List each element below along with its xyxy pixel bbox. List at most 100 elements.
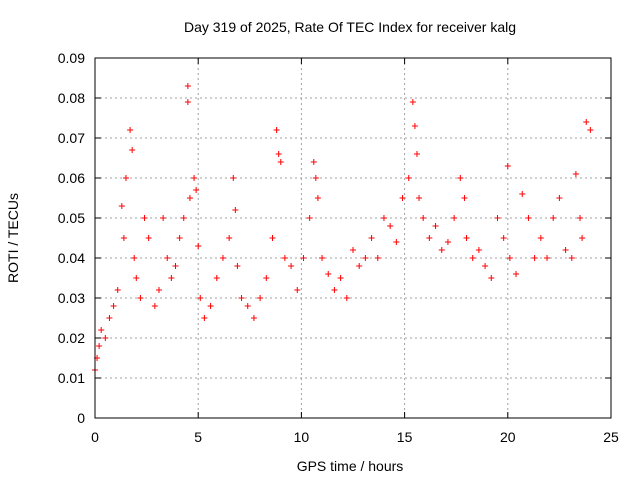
grid-lines (95, 58, 611, 418)
data-point (131, 255, 138, 261)
data-point (374, 255, 381, 261)
data-point (556, 195, 563, 201)
data-point (122, 175, 129, 181)
data-point (380, 215, 387, 221)
data-point (98, 327, 105, 333)
data-point (164, 255, 171, 261)
data-point (562, 247, 569, 253)
data-point (312, 175, 319, 181)
data-point (463, 235, 470, 241)
data-point (550, 215, 557, 221)
data-point (577, 215, 584, 221)
data-point (356, 263, 363, 269)
x-tick-label: 0 (91, 429, 99, 445)
data-point (96, 343, 103, 349)
data-point (110, 303, 117, 309)
data-point (482, 263, 489, 269)
data-point (193, 187, 200, 193)
y-tick-label: 0.06 (58, 170, 85, 186)
y-tick-label: 0.07 (58, 130, 85, 146)
data-point (191, 175, 198, 181)
data-point (263, 275, 270, 281)
data-point (145, 235, 152, 241)
data-point (238, 295, 245, 301)
y-axis-label: ROTI / TECUs (5, 193, 21, 283)
y-tick-label: 0.09 (58, 50, 85, 66)
data-point (461, 195, 468, 201)
data-points (92, 83, 594, 373)
data-point (350, 247, 356, 253)
data-point (234, 263, 241, 269)
data-point (151, 303, 158, 309)
data-point (250, 315, 257, 321)
y-tick-label: 0.01 (58, 370, 85, 386)
data-point (416, 195, 423, 201)
y-tick-label: 0.03 (58, 290, 85, 306)
data-point (277, 159, 284, 165)
data-point (387, 223, 394, 229)
y-tick-label: 0 (77, 410, 85, 426)
chart-title: Day 319 of 2025, Rate Of TEC Index for r… (184, 19, 516, 35)
data-point (269, 235, 276, 241)
data-point (314, 195, 321, 201)
data-point (160, 215, 167, 221)
data-point (405, 175, 412, 181)
data-point (494, 215, 501, 221)
data-point (451, 215, 458, 221)
data-point (426, 235, 433, 241)
data-point (413, 151, 420, 157)
data-point (444, 239, 451, 245)
plot-frame (94, 57, 612, 419)
data-point (368, 235, 375, 241)
data-point (137, 295, 144, 301)
y-tick-labels: 0 0.01 0.02 0.03 0.04 0.05 0.06 0.07 0.08 0.09 (58, 50, 85, 426)
data-point (438, 247, 445, 253)
data-point (176, 235, 183, 241)
data-point (168, 275, 175, 281)
data-point (127, 127, 134, 133)
data-point (257, 295, 264, 301)
data-point (201, 315, 208, 321)
x-tick-labels: 0 5 10 15 20 25 (91, 429, 619, 445)
data-point (513, 271, 520, 277)
data-point (226, 235, 233, 241)
data-point (362, 255, 369, 261)
data-point (275, 151, 282, 157)
data-point (310, 159, 317, 165)
data-point (432, 223, 439, 229)
data-point (155, 287, 162, 293)
data-point (325, 271, 332, 277)
data-point (133, 275, 140, 281)
data-point (411, 123, 418, 129)
data-point (184, 99, 191, 105)
data-point (399, 195, 406, 201)
data-point (572, 171, 579, 177)
x-tick-label: 20 (500, 429, 516, 445)
data-point (506, 255, 513, 261)
y-tick-label: 0.02 (58, 330, 85, 346)
y-tick-label: 0.04 (58, 250, 85, 266)
data-point (118, 203, 125, 209)
data-point (180, 215, 187, 221)
x-tick-label: 5 (194, 429, 202, 445)
data-point (531, 255, 538, 261)
data-point (587, 127, 594, 133)
x-tick-label: 25 (603, 429, 619, 445)
data-point (232, 207, 239, 213)
data-point (288, 263, 295, 269)
data-point (294, 287, 301, 293)
x-tick-label: 10 (294, 429, 310, 445)
data-point (306, 215, 313, 221)
data-point (106, 315, 113, 321)
data-point (319, 255, 326, 261)
data-point (300, 255, 307, 261)
x-tick-label: 15 (397, 429, 413, 445)
data-point (281, 255, 288, 261)
data-point (195, 243, 202, 249)
data-point (172, 263, 179, 269)
data-point (141, 215, 148, 221)
data-point (568, 255, 575, 261)
data-point (184, 83, 191, 89)
data-point (583, 119, 590, 125)
